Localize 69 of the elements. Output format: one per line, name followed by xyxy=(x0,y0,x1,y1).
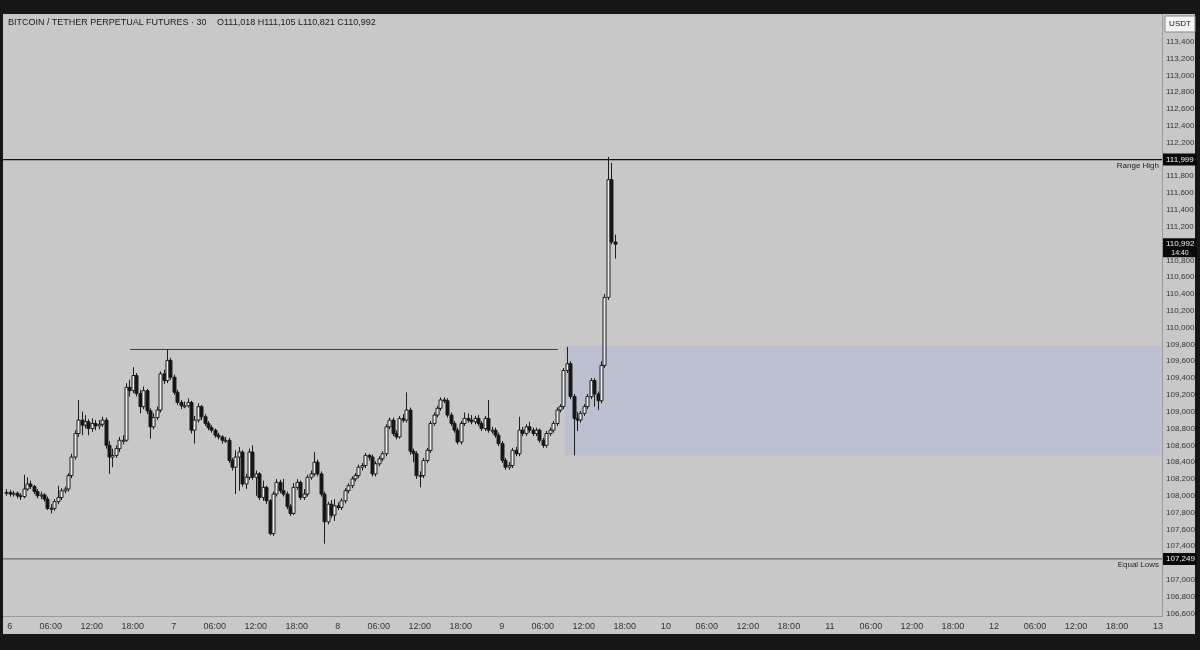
x-tick-label: 12:00 xyxy=(408,620,432,631)
y-tick-label: 107,249 xyxy=(1166,554,1196,564)
y-tick-label: 107,400 xyxy=(1166,541,1196,551)
x-tick-label: 18:00 xyxy=(449,620,473,631)
x-tick-label: 18:00 xyxy=(613,620,637,631)
x-tick-label: 06:00 xyxy=(39,620,63,631)
x-tick-label: 12:00 xyxy=(572,620,596,631)
chart-subtitle: O111,018 H111,105 L110,821 C110,992 xyxy=(217,17,376,28)
y-tick-label: 112,600 xyxy=(1166,104,1195,114)
x-tick-label: 18:00 xyxy=(1105,620,1129,631)
y-tick-label: 110,800 xyxy=(1166,255,1195,265)
text: USDT xyxy=(1169,19,1191,29)
y-tick-label: 112,200 xyxy=(1166,137,1195,147)
y-tick-label: 108,200 xyxy=(1166,474,1196,484)
y-tick-label: 110,992 xyxy=(1166,239,1195,249)
x-tick-label: 6 xyxy=(7,620,13,631)
x-tick-label: 18:00 xyxy=(941,620,965,631)
x-tick-label: 12:00 xyxy=(80,620,104,631)
y-tick-label: 110,400 xyxy=(1166,289,1195,299)
x-tick-label: 8 xyxy=(335,620,341,631)
y-tick-label: 106,600 xyxy=(1166,608,1196,618)
y-tick-label: 112,800 xyxy=(1166,87,1195,97)
x-tick-label: 13 xyxy=(1152,620,1163,631)
x-tick-label: 12:00 xyxy=(736,620,760,631)
x-tick-label: 18:00 xyxy=(777,620,801,631)
x-tick-label: 12:00 xyxy=(244,620,268,631)
ref-line-label: Equal Lows xyxy=(1117,560,1159,570)
y-tick-label: 108,000 xyxy=(1166,490,1196,500)
y-tick-label: 108,600 xyxy=(1166,440,1196,450)
x-tick-label: 18:00 xyxy=(285,620,309,631)
x-tick-label: 11 xyxy=(825,620,835,631)
x-tick-label: 06:00 xyxy=(1023,620,1047,631)
y-tick-label: 113,000 xyxy=(1166,70,1195,80)
x-tick-label: 7 xyxy=(171,620,177,631)
x-tick-label: 06:00 xyxy=(695,620,719,631)
x-tick-label: 12 xyxy=(988,620,999,631)
x-tick-label: 06:00 xyxy=(203,620,227,631)
y-tick-label: 111,200 xyxy=(1166,221,1195,231)
y-tick-label: 111,800 xyxy=(1166,171,1195,181)
y-tick-label: 109,000 xyxy=(1166,406,1196,416)
y-tick-label: 107,800 xyxy=(1166,507,1196,517)
y-tick-label: 113,200 xyxy=(1166,53,1195,63)
y-tick-label: 109,200 xyxy=(1166,390,1196,400)
y-tick-label: 109,800 xyxy=(1166,339,1196,349)
chart-title: BITCOIN / TETHER PERPETUAL FUTURES · 30 xyxy=(8,17,207,28)
x-tick-label: 06:00 xyxy=(859,620,883,631)
y-tick-label: 113,400 xyxy=(1166,36,1195,46)
y-tick-label: 107,600 xyxy=(1166,524,1196,534)
y-tick-label: 110,000 xyxy=(1166,322,1195,332)
y-tick-label: 111,400 xyxy=(1166,205,1195,215)
y-tick-label: 110,600 xyxy=(1166,272,1195,282)
y-tick-label: 109,400 xyxy=(1166,373,1196,383)
ref-line-label: Range High xyxy=(1116,160,1159,170)
y-tick-label: 108,400 xyxy=(1166,457,1196,467)
y-tick-label: 110,200 xyxy=(1166,306,1195,315)
y-tick-label: 107,000 xyxy=(1166,575,1196,585)
y-tick-label: 106,800 xyxy=(1166,591,1196,601)
x-tick-label: 9 xyxy=(499,620,505,631)
y-tick-label: 109,600 xyxy=(1166,356,1196,366)
y-tick-label: 112,400 xyxy=(1166,121,1195,131)
x-tick-label: 18:00 xyxy=(121,620,145,631)
y-tick-label: 111,600 xyxy=(1166,188,1195,198)
y-tick-label: 111,999 xyxy=(1166,154,1195,164)
x-tick-label: 06:00 xyxy=(531,620,555,631)
y-tick-label: 108,800 xyxy=(1166,423,1196,433)
x-tick-label: 12:00 xyxy=(1064,620,1088,631)
x-tick-label: 12:00 xyxy=(900,620,924,631)
x-tick-label: 10 xyxy=(660,620,671,631)
x-tick-label: 06:00 xyxy=(367,620,391,631)
